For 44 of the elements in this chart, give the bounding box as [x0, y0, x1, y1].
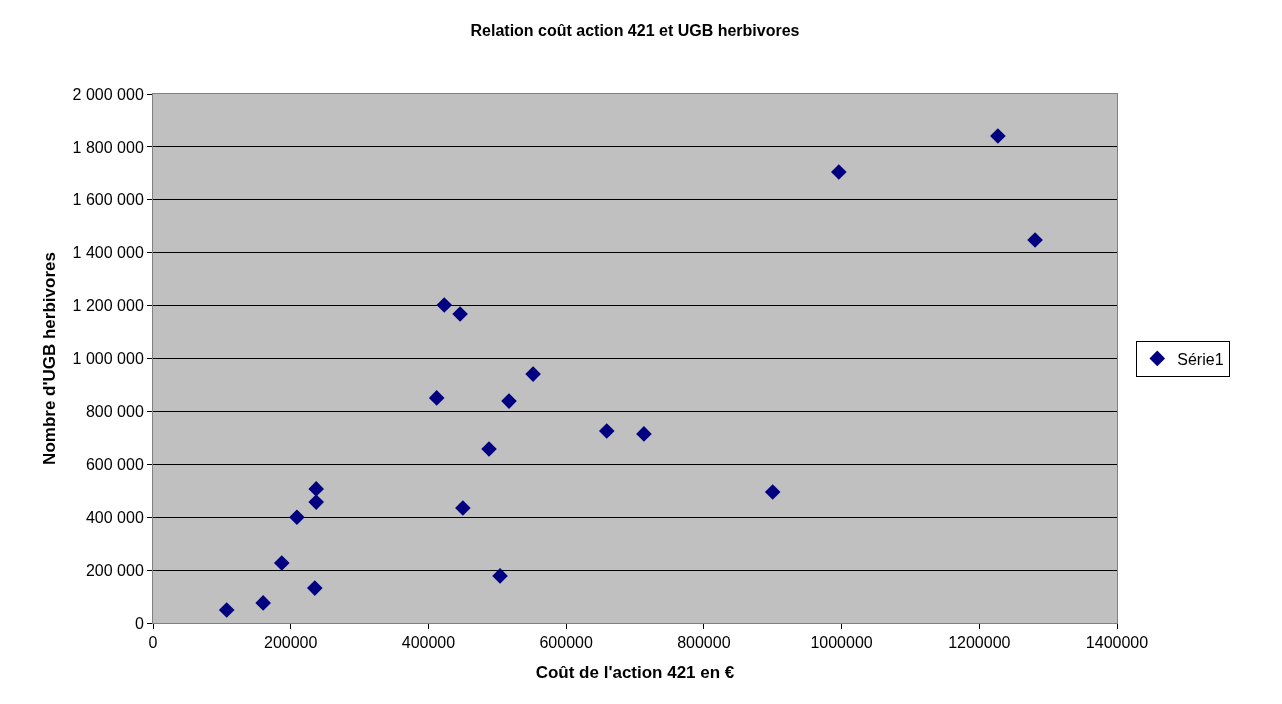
point: [436, 297, 453, 313]
point: [501, 393, 517, 409]
point: [428, 390, 445, 406]
x-tick-label: 400000: [401, 634, 456, 652]
y-tick-label: 1 200 000: [72, 297, 144, 315]
point: [764, 484, 781, 500]
y-tick-label: 0: [134, 614, 144, 632]
point: [308, 481, 324, 497]
y-tick-label: 600 000: [85, 455, 144, 473]
point: [990, 128, 1006, 144]
y-tick-label: 200 000: [85, 561, 144, 579]
y-tick-label: 1 800 000: [72, 138, 144, 156]
point: [598, 423, 615, 439]
point: [308, 494, 324, 510]
y-tick-label: 800 000: [85, 403, 144, 420]
point: [831, 164, 847, 180]
x-tick-label: 1000000: [810, 634, 873, 652]
legend-label: Série1: [1177, 350, 1224, 368]
y-tick-label: 2 000 000: [72, 85, 144, 103]
x-tick-label: 600000: [539, 634, 593, 652]
point: [218, 602, 235, 618]
point: [289, 509, 305, 525]
point: [273, 555, 290, 571]
x-tick-label: 200000: [264, 634, 318, 652]
point: [492, 568, 508, 584]
y-tick-label: 1 400 000: [72, 244, 144, 262]
point: [255, 595, 271, 611]
x-tick-label: 800000: [677, 634, 731, 652]
y-tick-label: 400 000: [85, 508, 144, 526]
x-tick-label: 1200000: [948, 634, 1011, 652]
chart-title: Relation coût action 421 et UGB herbivores: [470, 21, 800, 39]
point: [455, 500, 471, 516]
point: [636, 426, 652, 442]
y-tick-label: 1 000 000: [72, 350, 144, 368]
x-tick-label: 1400000: [1085, 634, 1149, 652]
point: [1027, 232, 1043, 248]
x-tick-label: 0: [148, 634, 158, 652]
y-axis-title: Nombre d'UGB herbivores: [40, 252, 60, 465]
point: [481, 441, 497, 457]
point: [307, 580, 323, 596]
x-axis-title: Coût de l'action 421 en €: [535, 662, 735, 682]
y-tick-label: 1 600 000: [72, 191, 144, 209]
point: [452, 306, 468, 322]
point: [525, 366, 541, 382]
